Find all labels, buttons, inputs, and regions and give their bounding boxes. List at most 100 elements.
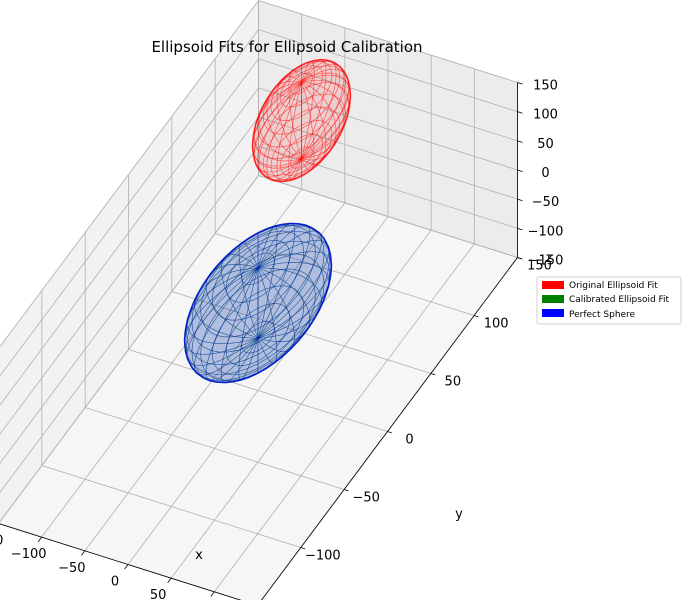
legend-label-original: Original Ellipsoid Fit — [569, 281, 658, 291]
y-tick-label: 100 — [484, 316, 509, 331]
ellipsoid-longitude — [257, 267, 322, 339]
z-tick-label: −100 — [528, 224, 564, 239]
ellipsoid-latitude — [184, 231, 332, 375]
ellipsoid-longitude — [257, 262, 330, 339]
grid-line-z-back — [0, 116, 259, 464]
ellipsoid-longitude — [220, 267, 259, 383]
legend-swatch-perfect — [542, 309, 564, 317]
y-tick-mark — [474, 315, 479, 318]
ellipsoid-longitude — [301, 59, 327, 159]
ellipsoid-longitude — [257, 267, 295, 353]
ellipsoid-surfaces — [183, 58, 352, 384]
ellipsoid-longitude — [238, 242, 259, 339]
y-axis-label: y — [455, 507, 463, 522]
z-tick-label: −150 — [528, 253, 564, 268]
grid-line-z-back — [0, 146, 259, 493]
ellipsoid-longitude — [301, 82, 315, 171]
grid-line-z-back — [0, 0, 259, 348]
ellipsoid-longitude — [257, 267, 278, 364]
y-tick-mark — [517, 257, 522, 260]
ellipsoid-longitude — [257, 267, 311, 342]
legend-label-calibrated: Calibrated Ellipsoid Fit — [569, 295, 670, 305]
ellipsoid-longitude — [301, 68, 350, 159]
ellipsoid-latitude — [200, 225, 316, 338]
ellipsoid-longitude — [257, 267, 311, 342]
z-tick-mark — [517, 111, 523, 114]
legend-label-perfect: Perfect Sphere — [569, 310, 636, 320]
ellipsoid-longitude — [257, 223, 296, 339]
ellipsoid-longitude — [253, 82, 302, 173]
z-tick-mark — [517, 82, 523, 85]
x-tick-label: 50 — [150, 588, 167, 600]
ellipsoid-longitude — [238, 242, 259, 339]
grid-line-y-floor — [171, 291, 431, 374]
y-tick-label: 50 — [445, 374, 462, 389]
x-tick-mark — [37, 536, 42, 543]
y-tick-mark — [430, 373, 436, 376]
grid-line-z-back — [0, 87, 259, 435]
axis-lines — [0, 82, 523, 600]
legend-swatch-original — [542, 281, 564, 289]
ellipsoid-longitude — [301, 60, 337, 159]
grid-line-z-side — [258, 175, 518, 258]
ellipsoid-latitude — [225, 303, 291, 366]
grid-line-z-side — [258, 0, 518, 83]
y-tick-label: −50 — [352, 490, 379, 505]
ellipsoid-latitude — [186, 241, 330, 381]
z-tick-label: 100 — [533, 108, 558, 123]
ellipsoid-longitude — [205, 264, 259, 339]
y-tick-mark — [344, 489, 349, 492]
x-tick-mark — [124, 564, 129, 570]
ellipsoid-latitude — [211, 230, 305, 321]
ellipsoid-longitude — [257, 251, 332, 339]
ellipsoid-longitude — [194, 267, 259, 376]
x-tick-label: 0 — [111, 574, 119, 589]
x-tick-mark — [81, 550, 86, 556]
ellipsoid-0 — [251, 58, 352, 183]
ellipsoid-longitude — [301, 60, 315, 159]
x-tick-label: −100 — [11, 547, 47, 562]
tick-labels: −150−150−150−100−100−100−50−50−500005050… — [0, 79, 563, 600]
ellipsoid-longitude — [238, 267, 259, 381]
z-tick-label: −50 — [532, 195, 559, 210]
ellipsoid-latitude — [200, 268, 316, 381]
ellipsoid-latitude — [225, 240, 291, 303]
grid-line-z-back — [0, 58, 259, 406]
ellipsoid-longitude — [194, 267, 259, 339]
x-axis-label: x — [195, 548, 203, 563]
ellipsoid-1 — [183, 222, 333, 384]
z-tick-label: 0 — [541, 166, 549, 181]
ellipsoid-longitude — [194, 267, 259, 376]
ellipsoid-longitude — [266, 80, 302, 159]
z-tick-mark — [517, 140, 523, 143]
z-tick-label: 150 — [533, 79, 558, 94]
ellipsoid-longitude — [205, 267, 259, 382]
ellipsoid-longitude — [221, 253, 259, 339]
ellipsoid-longitude — [301, 82, 337, 161]
ellipsoid-longitude — [301, 63, 345, 159]
ellipsoid-longitude — [288, 82, 302, 181]
ellipsoid-longitude — [301, 82, 327, 166]
ellipsoid-latitude — [186, 225, 330, 365]
ellipsoid-longitude — [257, 223, 296, 339]
ellipsoid-longitude — [258, 82, 302, 178]
ellipsoid-longitude — [257, 224, 311, 339]
ellipsoid-longitude — [257, 225, 278, 339]
ellipsoid-longitude — [257, 230, 322, 339]
chart-title: Ellipsoid Fits for Ellipsoid Calibration — [151, 38, 422, 56]
x-tick-label: −150 — [0, 534, 3, 549]
grid-line-y-floor — [41, 465, 301, 548]
ellipsoid-longitude — [186, 267, 259, 366]
ellipsoid-longitude — [276, 82, 302, 182]
ellipsoid-longitude — [276, 76, 302, 159]
ellipsoid-longitude — [257, 225, 278, 339]
ellipsoid-latitude — [241, 321, 275, 354]
x-tick-mark — [210, 591, 215, 597]
ellipsoid-latitude — [211, 285, 305, 376]
y-tick-label: 150 — [527, 258, 552, 273]
grid-lines — [0, 0, 518, 600]
x-tick-mark — [167, 577, 172, 584]
x-tick-label: −50 — [58, 561, 85, 576]
ellipsoid-longitude — [186, 267, 259, 344]
y-tick-mark — [387, 431, 392, 434]
